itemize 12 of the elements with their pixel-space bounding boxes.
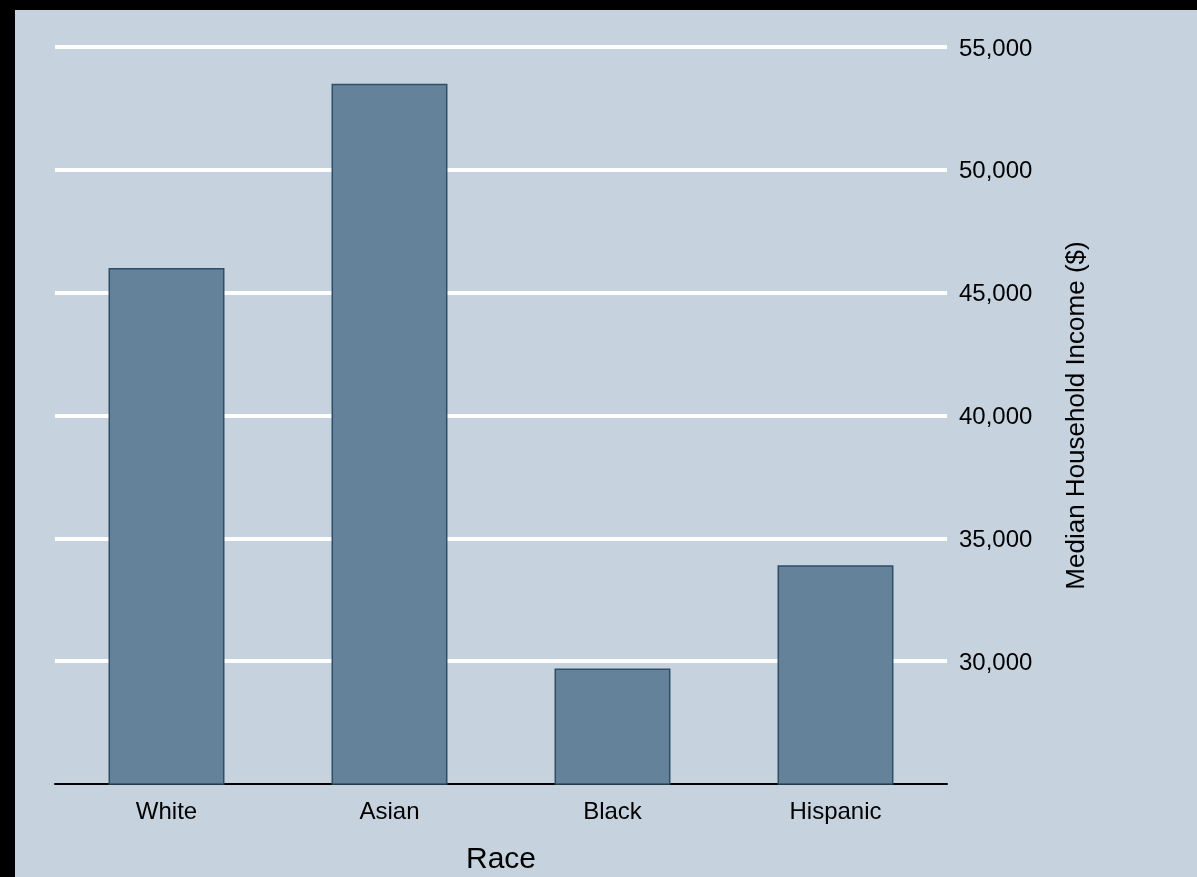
y-tick-label: 55,000 [959, 33, 1033, 61]
x-tick-label: White [135, 796, 198, 824]
y-tick-label: 50,000 [959, 156, 1033, 184]
y-tick-label: 45,000 [959, 279, 1033, 307]
x-tick-label: Asian [359, 796, 420, 824]
x-axis-title: Race [465, 840, 537, 874]
x-tick-label: Black [583, 796, 643, 824]
y-tick-label: 30,000 [959, 647, 1033, 675]
y-axis-title: Median Household Income ($) [1060, 241, 1090, 590]
x-tick-label: Hispanic [789, 796, 882, 824]
y-tick-label: 35,000 [959, 524, 1033, 552]
y-tick-label: 40,000 [959, 402, 1033, 429]
